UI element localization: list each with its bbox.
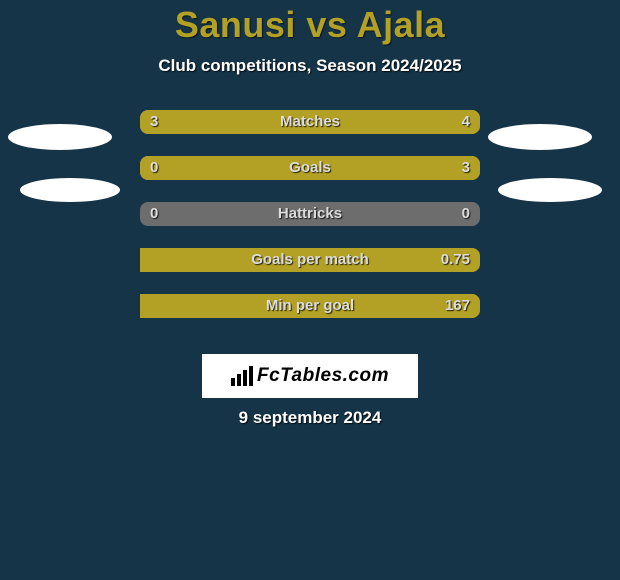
portrait-ellipse	[20, 178, 120, 202]
metric-label: Goals	[140, 156, 480, 180]
metric-row: 167Min per goal	[0, 294, 620, 340]
portrait-ellipse	[488, 124, 592, 150]
metric-label: Goals per match	[140, 248, 480, 272]
metric-row: 00Hattricks	[0, 202, 620, 248]
brand-box: FcTables.com	[202, 354, 418, 398]
brand-text: FcTables.com	[257, 365, 389, 387]
title-player2: Ajala	[357, 4, 446, 45]
metric-label: Matches	[140, 110, 480, 134]
metric-label: Hattricks	[140, 202, 480, 226]
title: Sanusi vs Ajala	[0, 4, 620, 46]
comparison-infographic: Sanusi vs Ajala Club competitions, Seaso…	[0, 0, 620, 580]
title-vs: vs	[306, 4, 347, 45]
metric-row: 0.75Goals per match	[0, 248, 620, 294]
portrait-ellipse	[498, 178, 602, 202]
title-player1: Sanusi	[175, 4, 296, 45]
date: 9 september 2024	[0, 408, 620, 428]
brand: FcTables.com	[231, 365, 389, 387]
brand-bars-icon	[231, 366, 253, 386]
metric-label: Min per goal	[140, 294, 480, 318]
subtitle: Club competitions, Season 2024/2025	[0, 56, 620, 76]
portrait-ellipse	[8, 124, 112, 150]
